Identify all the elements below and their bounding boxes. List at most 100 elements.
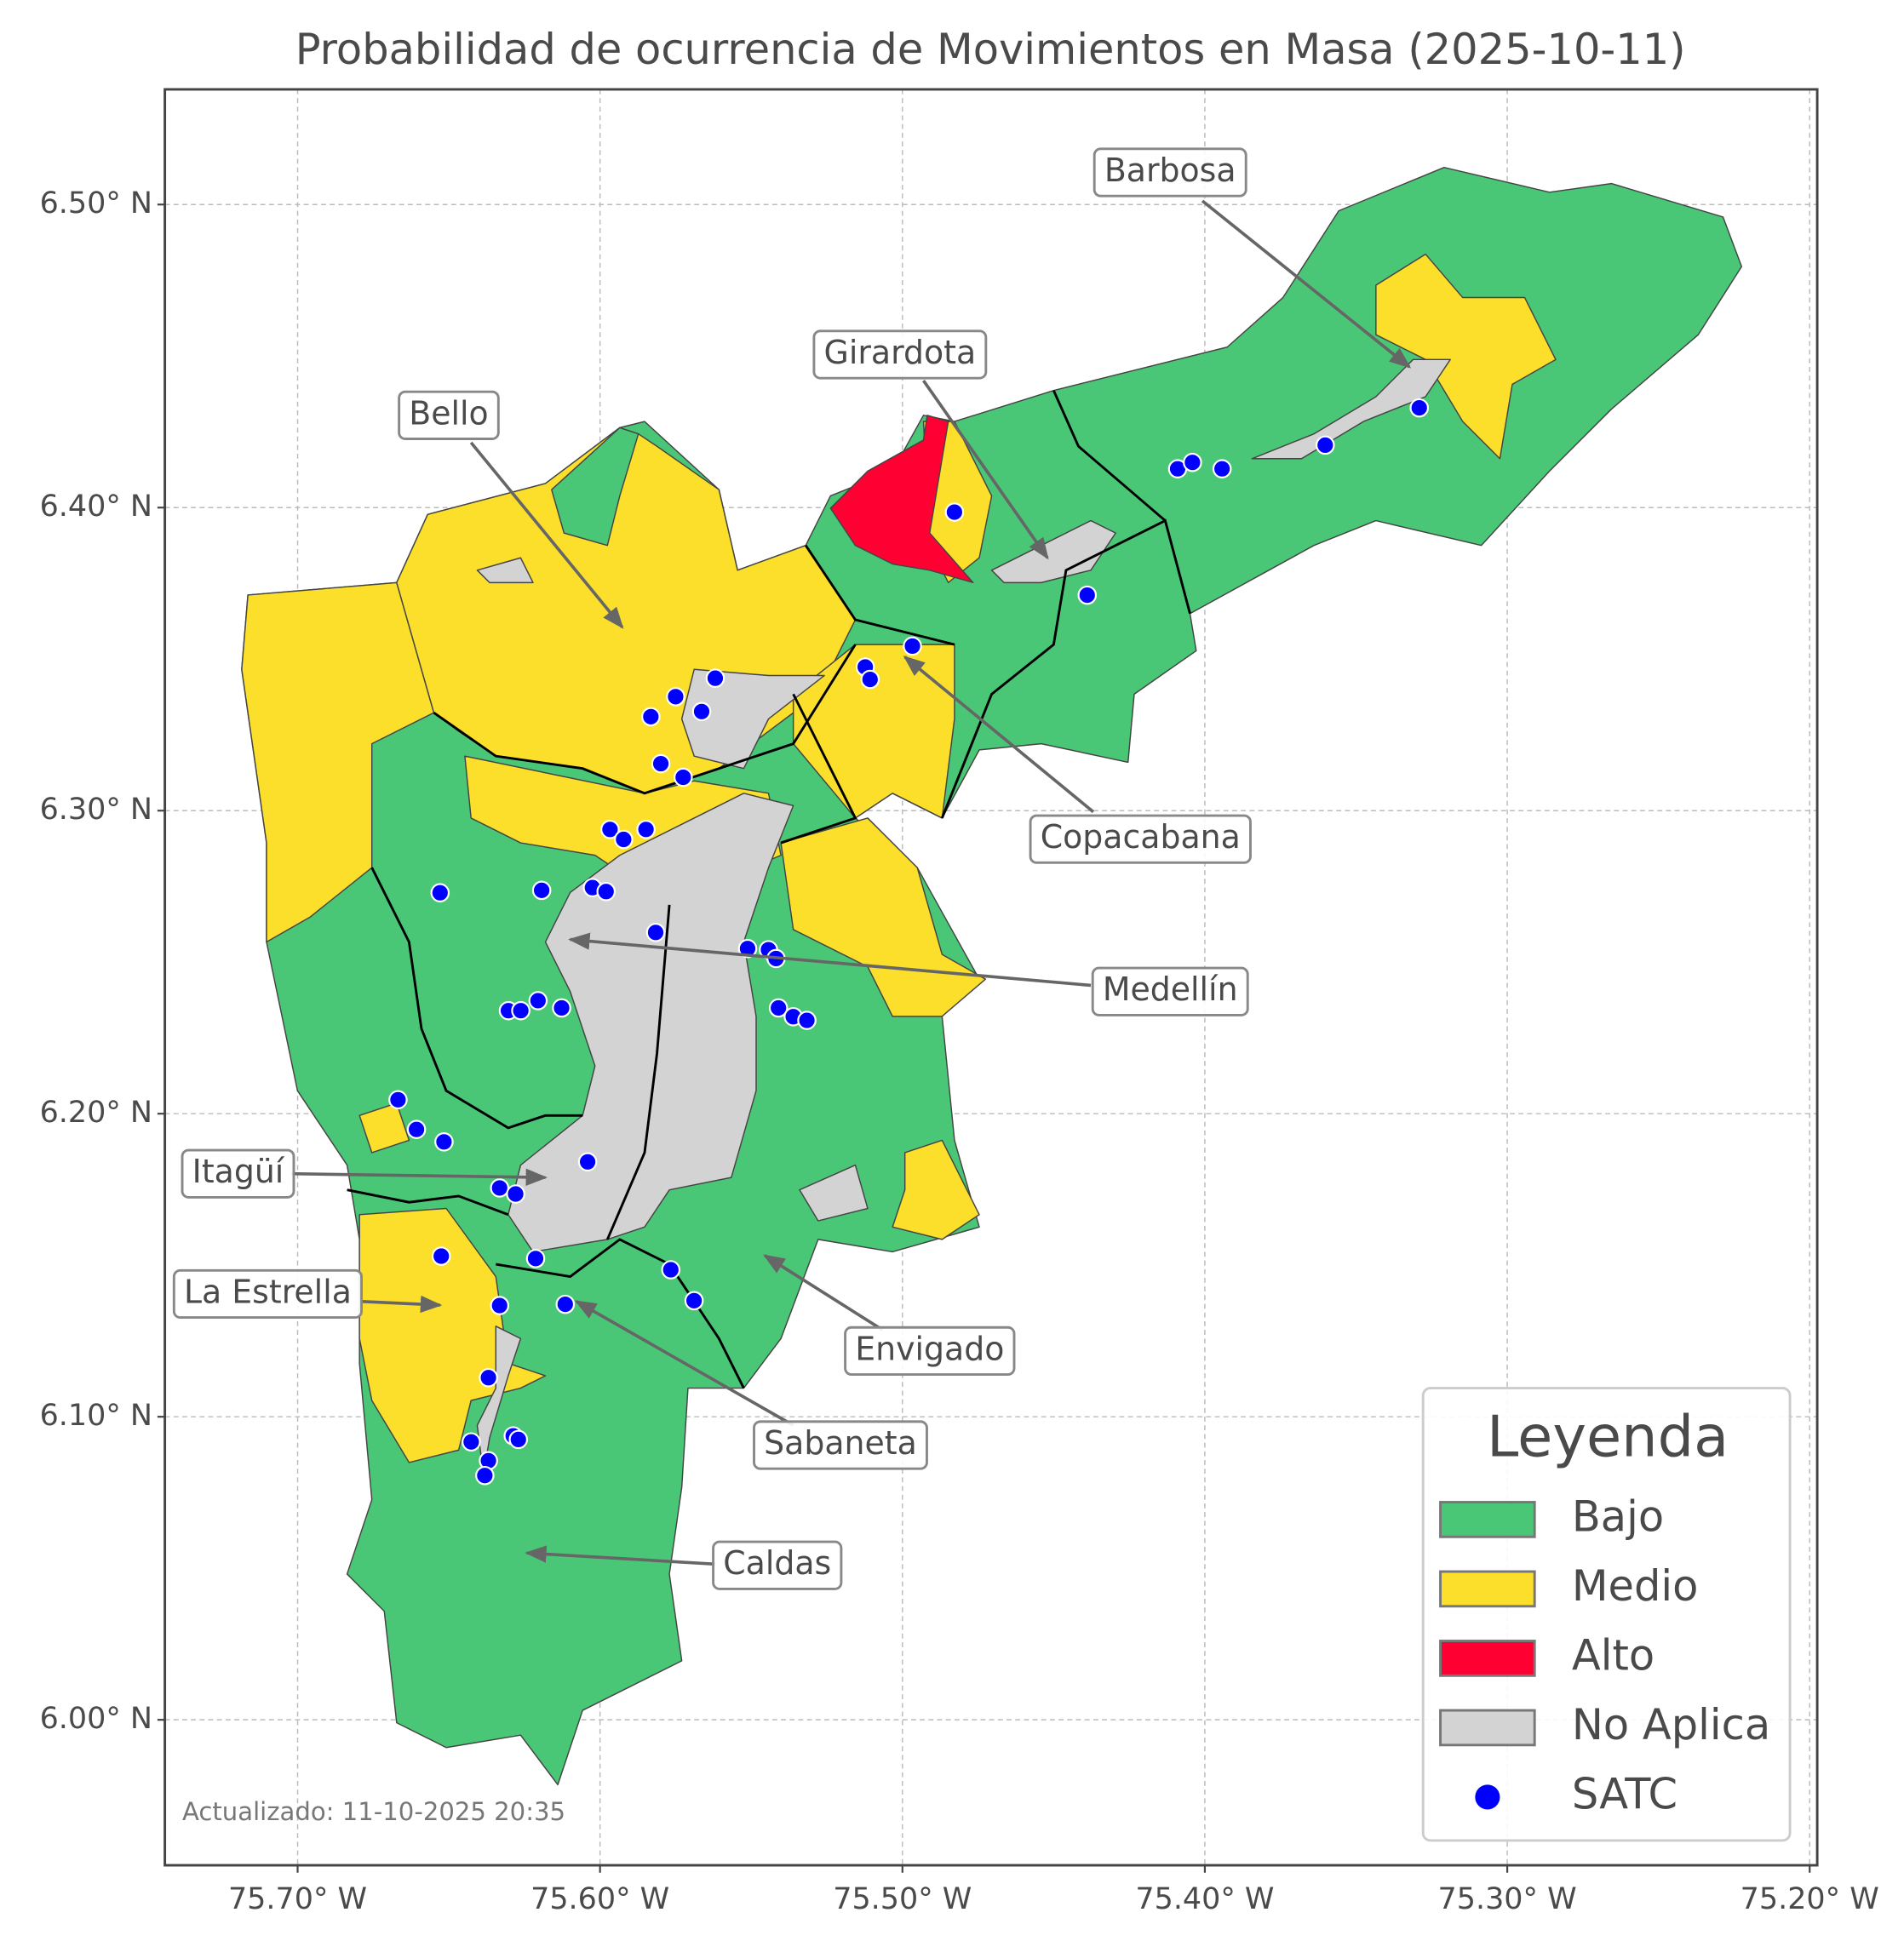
annotation-arrow [903,656,1095,814]
legend-swatch [1439,1640,1536,1677]
annotation-arrow [1201,199,1412,369]
x-tick-label: 75.40° W [1135,1882,1274,1916]
annotation-box [844,1325,1016,1377]
satc-station [479,1367,498,1388]
annotation-box [172,1268,364,1320]
legend: Leyenda Bajo Medio Alto No Aplica SATC [1421,1387,1792,1842]
satc-station [388,1090,408,1110]
satc-station [1077,585,1098,605]
annotation-arrow [763,1254,884,1331]
annotation-box [181,1148,295,1199]
annotation-box [712,1540,843,1590]
annotation-box [398,390,500,440]
satc-station [614,829,634,850]
satc-station [511,1000,530,1021]
satc-station [1316,435,1335,455]
annotation-label: Envigado [855,1330,1004,1367]
annotation-label: Caldas [723,1544,831,1582]
annotation-label: Medellín [1103,970,1238,1008]
annotation-label: Girardota [824,334,977,371]
satc-station [651,753,671,774]
satc-station [903,636,922,656]
satc-station [490,1296,510,1315]
y-tick-label: 6.30° N [40,793,152,827]
satc-station [737,938,758,959]
region-medio [892,1139,980,1240]
map-title: Probabilidad de ocurrencia de Movimiento… [295,25,1686,74]
annotation-arrow [291,1168,548,1186]
satc-station [600,820,620,839]
annotation-arrow [568,932,1092,988]
satc-station [555,1294,576,1314]
satc-station [684,1291,704,1311]
region-no-aplica [799,1164,869,1222]
legend-swatch [1439,1570,1536,1608]
satc-station [462,1432,481,1452]
x-tick-label: 75.20° W [1741,1882,1879,1916]
satc-station [1183,452,1202,472]
y-tick-label: 6.20° N [40,1096,152,1130]
annotation-label: Itagüí [192,1153,285,1190]
satc-station [430,883,450,902]
satc-station [596,881,617,902]
y-tick-label: 6.00° N [40,1702,152,1736]
legend-label: Bajo [1572,1492,1664,1541]
satc-station [645,923,666,942]
x-tick-label: 75.70° W [228,1882,367,1916]
satc-station [674,767,693,787]
footnote: Actualizado: 11-10-2025 20:35 [182,1797,565,1826]
legend-label: SATC [1572,1769,1677,1818]
satc-station [490,1178,510,1198]
satc-station [860,669,880,690]
annotation-box [812,329,988,380]
annotation-arrow [574,1300,794,1427]
region-no-aplica [680,668,825,770]
annotation-label: La Estrella [184,1273,352,1310]
axes-frame [163,88,1819,1867]
region-no-aplica [508,793,794,1253]
legend-title: Leyenda [1487,1403,1729,1469]
satc-station [506,1184,525,1204]
satc-station [577,1152,598,1172]
annotations: Barbosa Girardota Bello Copacabana Medellín I… [172,147,1412,1590]
annotation-label: Bello [409,394,488,432]
satc-station [691,701,712,722]
satc-station [552,998,571,1018]
legend-label: No Aplica [1572,1700,1770,1749]
satc-station [705,668,725,688]
annotation-label: Copacabana [1041,818,1241,856]
y-tick-label: 6.40° N [40,490,152,524]
stations [388,398,1430,1486]
satc-station [475,1465,495,1486]
satc-station [1212,459,1232,478]
legend-label: Alto [1572,1630,1655,1680]
regions [241,166,1743,1786]
x-tick-label: 75.50° W [833,1882,972,1916]
satc-station [768,998,789,1018]
region-alto [829,415,974,584]
region-medio [358,1102,410,1154]
legend-label: Medio [1572,1561,1699,1611]
satc-station [944,502,965,522]
annotation-box [753,1420,928,1470]
satc-station [434,1132,454,1152]
annotation-arrow [922,380,1049,560]
satc-station [531,880,552,901]
annotation-box [1029,814,1252,864]
annotation-label: Sabaneta [764,1424,917,1462]
satc-station [636,820,656,839]
region-medio [780,817,987,1017]
annotation-arrow [525,1545,716,1566]
y-tick-label: 6.10° N [40,1399,152,1433]
satc-station [525,1249,546,1268]
y-tick-label: 6.50° N [40,186,152,220]
legend-swatch [1439,1709,1536,1747]
annotation-box [1093,147,1247,198]
annotation-arrow [359,1295,443,1314]
satc-station [528,991,548,1011]
legend-marker [1475,1784,1500,1810]
satc-station [508,1429,529,1450]
satc-station [661,1260,681,1280]
satc-station [641,707,661,727]
